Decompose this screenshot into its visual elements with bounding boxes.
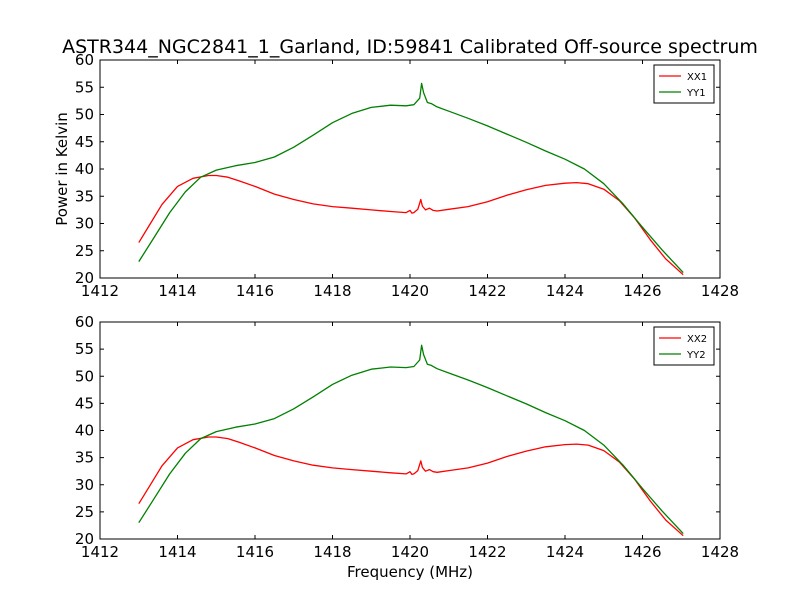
x-tick-label: 1420 bbox=[391, 282, 429, 300]
x-tick-label: 1428 bbox=[701, 543, 739, 561]
legend-label-xx2: XX2 bbox=[687, 334, 707, 345]
series-line-xx1 bbox=[138, 174, 684, 276]
y-axis-label: Power in Kelvin bbox=[53, 112, 71, 226]
y-tick-label: 60 bbox=[75, 313, 94, 331]
y-tick-label: 60 bbox=[75, 51, 94, 69]
x-tick-label: 1422 bbox=[468, 282, 506, 300]
x-tick-label: 1416 bbox=[236, 282, 274, 300]
x-tick-label: 1420 bbox=[391, 543, 429, 561]
y-tick-label: 50 bbox=[75, 106, 94, 124]
plot-panel-1: 1412 1414 1416 1418 1420 1422 1424 1426 1428 20 25… bbox=[75, 51, 739, 300]
y-tick-label: 25 bbox=[75, 242, 94, 260]
y-tick-label: 35 bbox=[75, 187, 94, 205]
legend-box bbox=[653, 326, 715, 366]
legend-label-yy1: YY1 bbox=[686, 88, 706, 99]
x-tick-label: 1424 bbox=[546, 543, 584, 561]
x-tick-label: 1412 bbox=[81, 543, 119, 561]
x-axis-label: Frequency (MHz) bbox=[347, 563, 473, 581]
y-tick-label: 40 bbox=[75, 422, 94, 440]
x-tick-label: 1412 bbox=[81, 282, 119, 300]
y-tick-label: 20 bbox=[75, 530, 94, 548]
x-tick-label: 1424 bbox=[546, 282, 584, 300]
x-tick-label: 1418 bbox=[313, 543, 351, 561]
y-tick-label: 45 bbox=[75, 394, 94, 412]
series-line-xx2 bbox=[138, 436, 684, 537]
y-tick-label: 25 bbox=[75, 503, 94, 521]
x-tick-label: 1416 bbox=[236, 543, 274, 561]
y-tick-label: 35 bbox=[75, 449, 94, 467]
y-tick-label: 45 bbox=[75, 133, 94, 151]
series-group bbox=[138, 344, 684, 537]
x-tick-label: 1428 bbox=[701, 282, 739, 300]
y-tick-label: 55 bbox=[75, 78, 94, 96]
legend-box bbox=[653, 64, 715, 104]
chart-title: ASTR344_NGC2841_1_Garland, ID:59841 Cali… bbox=[62, 36, 758, 58]
x-tick-label: 1418 bbox=[313, 282, 351, 300]
y-tick-label: 55 bbox=[75, 340, 94, 358]
y-tick-label: 20 bbox=[75, 269, 94, 287]
series-line-yy1 bbox=[138, 82, 684, 274]
series-group bbox=[138, 82, 684, 276]
y-tick-label: 30 bbox=[75, 476, 94, 494]
x-tick-label: 1414 bbox=[158, 543, 196, 561]
x-tick-label: 1426 bbox=[623, 543, 661, 561]
plot-panel-2: 1412 1414 1416 1418 1420 1422 1424 1426 1428 20 25… bbox=[75, 313, 739, 561]
y-tick-label: 30 bbox=[75, 215, 94, 233]
plot-panels: 1412 1414 1416 1418 1420 1422 1424 1426 1428 20 25… bbox=[75, 51, 739, 561]
legend-label-yy2: YY2 bbox=[686, 350, 706, 361]
y-tick-label: 50 bbox=[75, 367, 94, 385]
legend-label-xx1: XX1 bbox=[687, 72, 707, 83]
x-tick-label: 1426 bbox=[623, 282, 661, 300]
x-tick-label: 1422 bbox=[468, 543, 506, 561]
x-tick-label: 1414 bbox=[158, 282, 196, 300]
series-line-yy2 bbox=[138, 344, 684, 535]
y-tick-label: 40 bbox=[75, 160, 94, 178]
